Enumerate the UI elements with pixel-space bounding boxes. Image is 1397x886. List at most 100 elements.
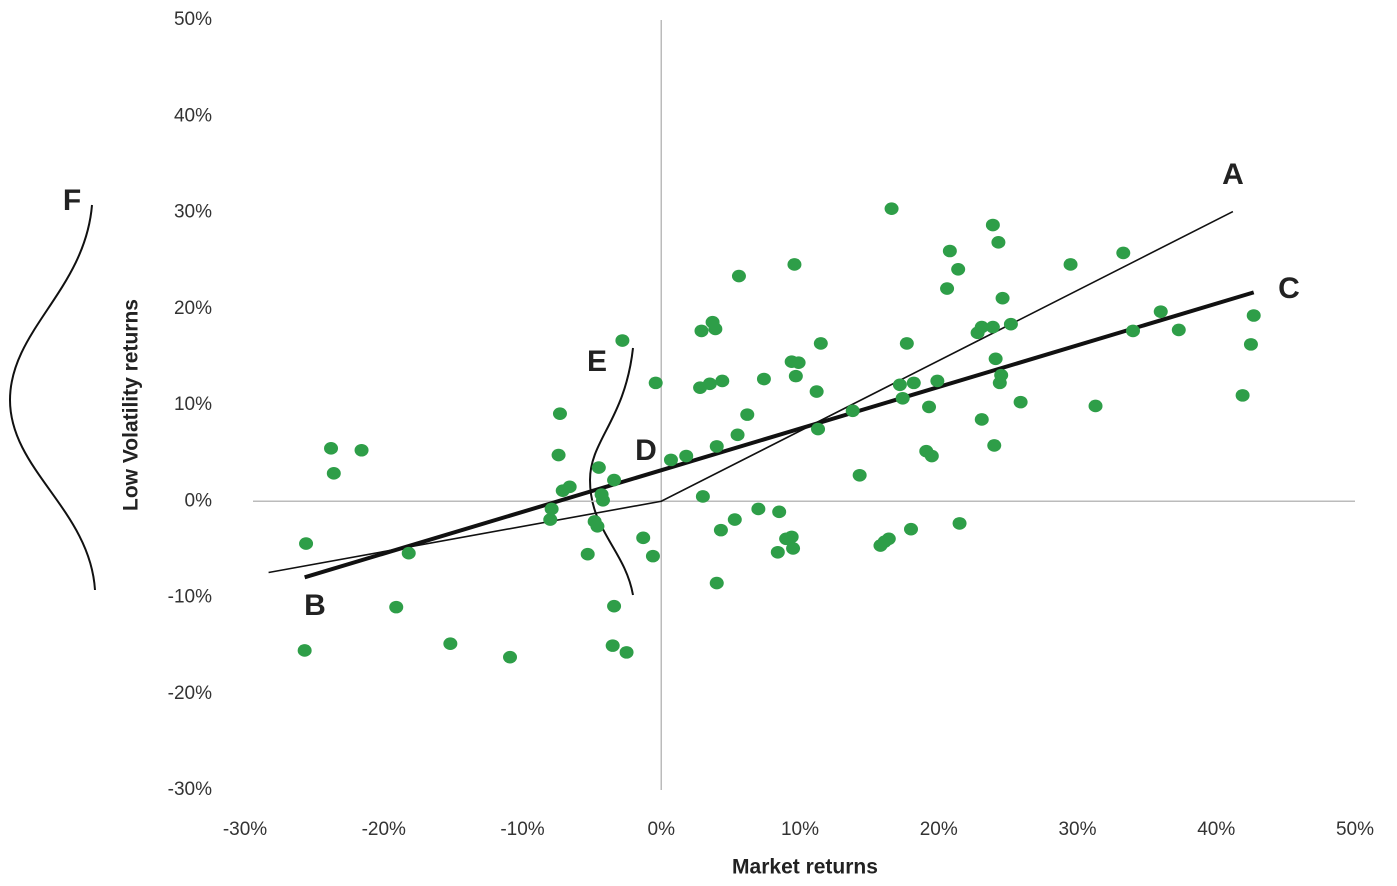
point xyxy=(884,202,899,215)
point xyxy=(1243,338,1258,351)
distribution-curve xyxy=(8,204,96,591)
point xyxy=(694,324,709,338)
point xyxy=(615,334,630,347)
point xyxy=(1235,389,1250,402)
point xyxy=(988,352,1003,366)
point xyxy=(401,546,416,560)
point xyxy=(709,576,724,590)
x-tick-label: -20% xyxy=(362,819,406,840)
point xyxy=(930,374,945,388)
point xyxy=(987,439,1002,452)
y-tick-label: 40% xyxy=(174,105,212,126)
y-tick-label: -30% xyxy=(168,779,212,800)
y-tick-label: 50% xyxy=(174,9,212,30)
x-tick-label: -10% xyxy=(500,819,544,840)
y-tick-label: 0% xyxy=(185,490,213,511)
point xyxy=(1013,395,1028,409)
point xyxy=(727,513,742,526)
point xyxy=(1126,324,1140,338)
point xyxy=(772,505,787,519)
point xyxy=(786,542,801,555)
point xyxy=(770,545,785,559)
point xyxy=(708,322,723,336)
point xyxy=(324,442,339,455)
point xyxy=(663,453,678,467)
point xyxy=(906,376,921,390)
point xyxy=(895,391,910,405)
point xyxy=(619,646,634,659)
point xyxy=(648,376,663,390)
point xyxy=(389,600,404,614)
point xyxy=(1003,317,1018,331)
point xyxy=(813,337,828,350)
trend-line xyxy=(304,290,1255,580)
point xyxy=(952,517,967,530)
point xyxy=(811,422,826,436)
point xyxy=(552,407,567,420)
y-tick-label: -10% xyxy=(168,587,212,608)
point xyxy=(991,236,1006,249)
x-tick-label: 20% xyxy=(920,819,958,840)
point xyxy=(1088,399,1103,413)
point xyxy=(881,532,896,546)
point xyxy=(779,532,794,546)
point xyxy=(751,502,766,516)
point xyxy=(590,519,605,533)
point xyxy=(695,490,710,503)
point xyxy=(607,473,622,487)
point xyxy=(1153,305,1168,318)
point xyxy=(845,404,860,418)
annotation: E xyxy=(587,345,607,378)
point xyxy=(1116,246,1131,260)
point xyxy=(985,320,1000,334)
y-axis-label: Low Volatility returns xyxy=(120,299,143,511)
point xyxy=(809,385,824,398)
point xyxy=(788,369,803,383)
point xyxy=(299,537,314,550)
point xyxy=(899,337,914,350)
trend-line xyxy=(268,210,1234,574)
point xyxy=(1246,309,1261,322)
point xyxy=(715,374,730,388)
annotation: F xyxy=(63,184,81,217)
annotation: D xyxy=(635,434,657,467)
point xyxy=(607,599,622,613)
point xyxy=(645,549,660,563)
point xyxy=(951,262,966,276)
point xyxy=(580,547,595,561)
point xyxy=(595,493,610,507)
annotation: A xyxy=(1222,158,1244,191)
y-tick-label: 20% xyxy=(174,298,212,319)
point xyxy=(994,368,1009,382)
x-tick-label: -30% xyxy=(223,819,267,840)
point xyxy=(636,531,651,545)
point xyxy=(679,449,694,463)
point xyxy=(922,400,937,414)
point xyxy=(995,291,1010,305)
y-tick-label: -20% xyxy=(168,683,212,704)
point xyxy=(730,428,745,442)
point xyxy=(904,522,918,536)
x-axis-label: Market returns xyxy=(732,856,878,879)
point xyxy=(605,639,620,652)
point xyxy=(713,523,728,537)
point xyxy=(852,468,867,482)
point xyxy=(591,461,606,474)
point xyxy=(756,372,771,386)
x-tick-label: 0% xyxy=(648,819,676,840)
point xyxy=(354,443,369,457)
point xyxy=(940,282,955,295)
point xyxy=(1063,258,1078,271)
x-tick-label: 50% xyxy=(1336,819,1374,840)
x-tick-label: 10% xyxy=(781,819,819,840)
y-tick-label: 10% xyxy=(174,394,212,415)
point xyxy=(731,269,746,283)
point xyxy=(924,449,939,463)
point xyxy=(544,502,559,516)
point xyxy=(974,320,989,334)
point xyxy=(709,440,724,453)
point xyxy=(985,218,1000,232)
x-tick-label: 30% xyxy=(1058,819,1096,840)
point xyxy=(1171,323,1186,337)
